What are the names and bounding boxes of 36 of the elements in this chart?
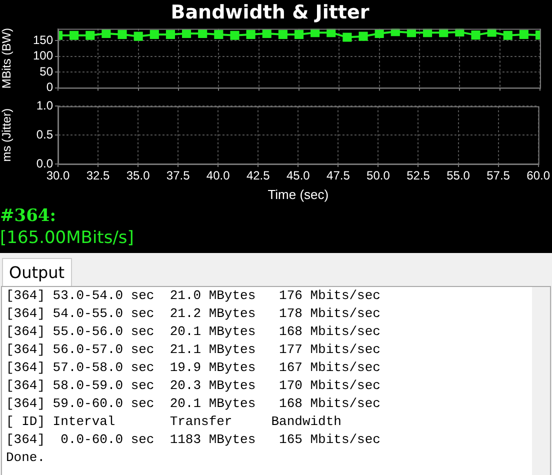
x-tick-label: 35.0	[126, 168, 150, 183]
y-tick-label: 0	[46, 80, 54, 94]
text: [364] 0.0-60.0 sec 1183 MBytes 165 Mbits/sec	[5, 431, 382, 449]
x-axis-title: Time (sec)	[268, 186, 329, 202]
x-tick-label: 55.0	[446, 168, 470, 183]
y-tick-label: 50	[40, 64, 54, 78]
x-tick-label: 60.0	[526, 168, 550, 183]
text: [ ID] Interval Transfer Bandwidth	[5, 413, 342, 431]
text: [364] 53.0-54.0 sec 21.0 MBytes 176 Mbits/sec	[5, 287, 382, 305]
text: Done.	[5, 449, 46, 467]
y-tick-label: 0.0	[36, 156, 54, 170]
y-tick-label: 150	[32, 33, 54, 48]
text: [364] 55.0-56.0 sec 20.1 MBytes 168 Mbits/sec	[5, 323, 382, 341]
x-tick-label: 45.0	[286, 168, 310, 183]
text: [364] 58.0-59.0 sec 20.3 MBytes 170 Mbits/sec	[5, 377, 382, 395]
x-tick-label: 37.5	[166, 168, 190, 183]
x-tick-label: 42.5	[246, 168, 270, 183]
text: #364:	[0, 205, 58, 227]
text: [165.00MBits/s]	[0, 227, 135, 249]
x-tick-label: 30.0	[46, 168, 70, 183]
y-tick-label: 1.0	[36, 98, 54, 113]
chart-title: Bandwidth & Jitter	[170, 1, 370, 24]
x-tick-label: 32.5	[86, 168, 110, 183]
y-tick-label: 100	[32, 48, 54, 63]
x-tick-label: 52.5	[406, 168, 430, 183]
x-tick-label: 40.0	[206, 168, 230, 183]
text: [364] 54.0-55.0 sec 21.2 MBytes 178 Mbits/sec	[5, 305, 382, 323]
x-tick-label: 47.5	[326, 168, 350, 183]
y-axis-title: MBits (BW)	[0, 28, 14, 89]
x-tick-label: 57.5	[486, 168, 510, 183]
text: [364] 59.0-60.0 sec 20.1 MBytes 168 Mbits/sec	[5, 395, 382, 413]
x-tick-label: 50.0	[366, 168, 390, 183]
y-axis-title: ms (Jitter)	[0, 108, 14, 162]
text: [364] 56.0-57.0 sec 21.1 MBytes 177 Mbits/sec	[5, 341, 382, 359]
y-tick-label: 0.5	[36, 127, 54, 142]
text: [364] 57.0-58.0 sec 19.9 MBytes 167 Mbits/sec	[5, 359, 382, 377]
